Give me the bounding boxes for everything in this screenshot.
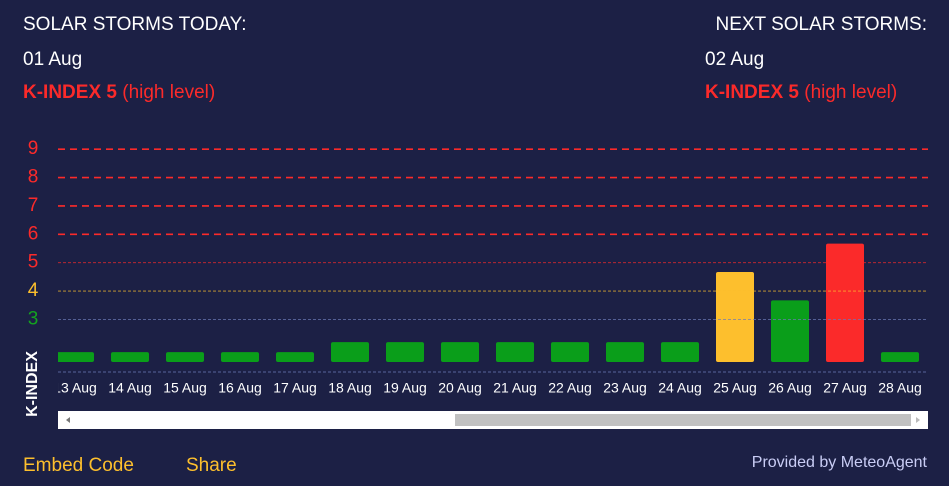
x-tick-label: 14 Aug (108, 380, 152, 396)
today-kindex: K-INDEX 5 (23, 82, 117, 103)
x-tick-label: 27 Aug (823, 380, 867, 396)
next-level: (high level) (804, 82, 898, 103)
y-tick-label: 5 (28, 252, 39, 273)
x-tick-label: 21 Aug (493, 380, 537, 396)
y-tick-label: 3 (28, 308, 39, 329)
x-tick-label: 28 Aug (878, 380, 922, 396)
bar (111, 352, 149, 362)
y-tick-label: 8 (28, 167, 39, 188)
x-tick-label: 17 Aug (273, 380, 317, 396)
scroll-left[interactable] (66, 417, 70, 423)
bar (331, 342, 369, 362)
x-tick-label: 15 Aug (163, 380, 207, 396)
scroll-right[interactable] (916, 417, 920, 423)
plot-area: 13 Aug 14 Aug 15 Aug 16 Aug 17 Aug 18 Aug 19 A… (53, 243, 922, 396)
bar (276, 352, 314, 362)
y-tick-label: 9 (28, 138, 39, 159)
x-tick-label: 20 Aug (438, 380, 482, 396)
bar (771, 300, 809, 362)
bar (441, 342, 479, 362)
y-axis-label: K-INDEX (24, 351, 41, 417)
bar (881, 352, 919, 362)
chart: K-INDEX 13 Aug 14 Aug 15 Aug 16 Aug 17 Aug 18… (24, 138, 928, 429)
scrollbar-thumb[interactable] (455, 414, 911, 426)
today-date: 01 Aug (23, 49, 83, 70)
bar (166, 352, 204, 362)
next-title: NEXT SOLAR STORMS: (715, 14, 927, 35)
bar (606, 342, 644, 362)
x-tick-label: 13 Aug (53, 380, 97, 396)
bar (716, 272, 754, 362)
x-tick-label: 23 Aug (603, 380, 647, 396)
next-date: 02 Aug (705, 49, 765, 70)
x-tick-label: 19 Aug (383, 380, 427, 396)
bar (58, 352, 94, 362)
x-tick-label: 25 Aug (713, 380, 757, 396)
today-kindex-line: K-INDEX 5 (high level) (23, 82, 215, 104)
embed-code[interactable]: Embed Code (23, 455, 134, 476)
x-tick-label: 18 Aug (328, 380, 372, 396)
provider[interactable]: Provided by MeteoAgent (751, 454, 927, 471)
y-tick-label: 7 (28, 195, 39, 216)
bar (221, 352, 259, 362)
bar (386, 342, 424, 362)
next-kindex-line: K-INDEX 5 (high level) (705, 82, 897, 104)
bar (826, 243, 864, 362)
x-tick-label: 24 Aug (658, 380, 702, 396)
today-level: (high level) (122, 82, 216, 103)
y-tick-label: 4 (28, 280, 39, 301)
x-tick-label: 16 Aug (218, 380, 262, 396)
y-tick-label: 6 (28, 223, 39, 244)
bar (496, 342, 534, 362)
bar (661, 342, 699, 362)
bar (551, 342, 589, 362)
x-tick-label: 26 Aug (768, 380, 812, 396)
x-tick-label: 22 Aug (548, 380, 592, 396)
today-title: SOLAR STORMS TODAY: (23, 14, 247, 35)
share[interactable]: Share (186, 455, 237, 476)
next-kindex: K-INDEX 5 (705, 82, 799, 103)
